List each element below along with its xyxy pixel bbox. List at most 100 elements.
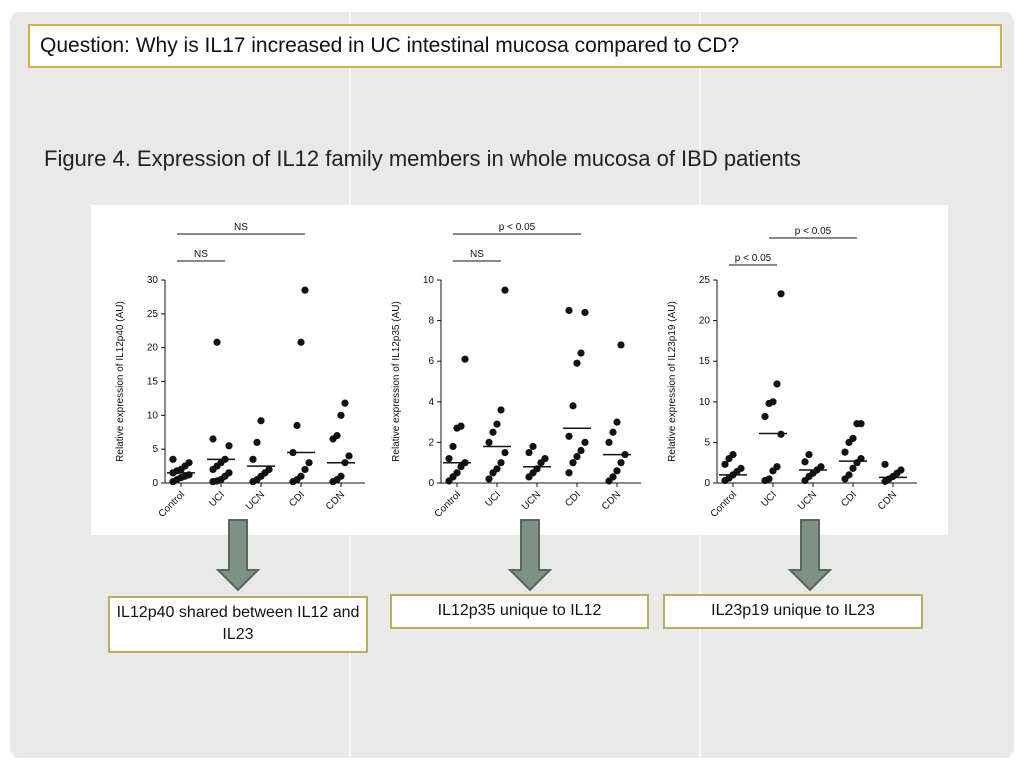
data-point [605,438,613,446]
arrow [507,519,553,592]
data-point [449,442,457,451]
data-point [577,349,585,357]
data-point [569,459,577,467]
significance-label: NS [470,249,484,260]
y-tick-label: 15 [699,356,711,367]
data-point [881,460,889,468]
data-point [761,412,769,421]
data-point [489,428,497,436]
y-tick-label: 25 [147,309,159,320]
data-point [569,402,577,410]
data-point [817,463,825,471]
significance-label: p < 0.05 [735,253,772,264]
question: Question: Why is IL17 increased in UC in… [28,24,1002,68]
data-point [297,338,305,346]
data-point [301,465,309,474]
y-tick-label: 10 [147,410,159,421]
data-point [301,286,309,294]
data-point [777,290,785,298]
data-point [341,399,349,407]
data-point [493,420,501,428]
y-tick-label: 20 [147,343,159,354]
data-point [721,460,729,468]
data-point [453,469,461,477]
data-point [737,464,745,472]
data-point [777,430,785,438]
data-point [613,467,621,475]
y-tick-label: 2 [428,437,434,448]
data-point [565,469,573,477]
y-tick-label: 4 [428,397,434,408]
data-point [485,438,493,446]
data-point [525,448,533,457]
data-point [337,472,345,480]
data-point [801,458,809,466]
data-point [849,434,857,442]
data-point [445,455,453,463]
y-axis-label: Relative expression of IL12p40 (AU) [115,301,126,462]
y-tick-label: 0 [704,478,710,489]
y-tick-label: 25 [699,275,711,286]
data-point [577,446,585,455]
y-tick-label: 10 [423,275,435,286]
data-point [613,418,621,426]
data-point [501,448,509,457]
note: IL12p35 unique to IL12 [390,594,649,629]
figure-panel [91,205,948,535]
arrow [787,519,833,592]
y-axis-label: Relative expression of IL23p19 (AU) [667,301,678,462]
data-point [617,341,625,349]
y-tick-label: 0 [152,478,158,489]
data-point [609,473,617,481]
data-point [845,471,853,479]
y-tick-label: 0 [428,478,434,489]
y-tick-label: 5 [704,437,710,448]
significance-label: NS [194,249,208,260]
data-point [493,465,501,473]
y-tick-label: 5 [152,444,158,455]
data-point [773,463,781,471]
figure-title: Figure 4. Expression of IL12 family memb… [44,146,801,171]
data-point [841,448,849,456]
data-point [305,459,313,467]
y-axis-label: Relative expression of IL12p35 (AU) [391,301,402,462]
data-point [253,438,261,446]
data-point [565,432,573,440]
data-point [213,338,221,346]
data-point [565,306,573,315]
y-tick-label: 6 [428,356,434,367]
data-point [209,435,217,443]
data-point [541,455,549,463]
data-point [485,475,493,483]
data-point [461,355,469,363]
data-point [581,308,589,317]
data-point [769,398,777,406]
data-point [897,466,905,474]
y-tick-label: 20 [699,316,711,327]
data-point [249,455,257,463]
data-point [345,452,353,460]
data-point [225,469,233,477]
data-point [729,450,737,459]
data-point [257,417,265,425]
data-point [773,380,781,388]
data-point [337,411,345,419]
y-tick-label: 8 [428,316,434,327]
y-tick-label: 30 [147,275,159,286]
significance-label: p < 0.05 [499,222,536,233]
data-point [857,420,865,428]
data-point [501,286,509,294]
data-point [297,472,305,480]
y-tick-label: 10 [699,397,711,408]
data-point [765,475,773,483]
data-point [581,438,589,446]
significance-label: p < 0.05 [795,226,832,237]
data-point [617,459,625,467]
data-point [805,450,813,459]
data-point [497,406,505,414]
data-point [333,432,341,440]
note: IL23p19 unique to IL23 [663,594,923,629]
data-point [849,464,857,472]
